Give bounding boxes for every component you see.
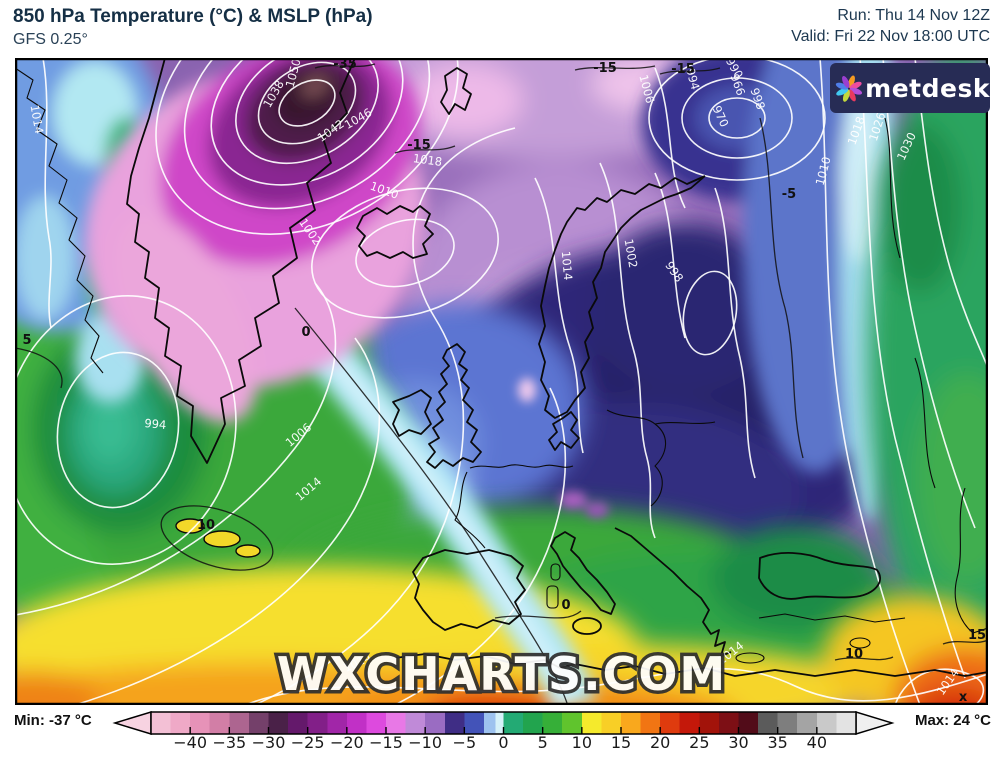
isobar-label: 994 — [683, 67, 702, 92]
temperature-label: 10 — [845, 647, 863, 662]
colorbar-tick-label: 10 — [571, 733, 593, 752]
page-title: 850 hPa Temperature (°C) & MSLP (hPa) — [13, 6, 373, 27]
temperature-labels: -15 -15 -15 -35 -5 0 5 10 0 10 15 x — [22, 58, 986, 705]
logo-petal — [848, 75, 855, 88]
map-border — [15, 58, 988, 705]
colorbar-tick-label: 15 — [610, 733, 632, 752]
weather-map: 1050 1038 1046 1042 1018 1010 1002 994 1006 1014 1… — [15, 58, 990, 705]
logo-petal — [842, 75, 850, 88]
colorbar-tick-label: 40 — [806, 733, 828, 752]
model-subtitle: GFS 0.25° — [13, 31, 88, 48]
temperature-label: 0 — [561, 598, 570, 613]
colorbar-tick-label: 35 — [767, 733, 788, 752]
logo-petal — [848, 89, 856, 102]
max-temp-marker: x — [959, 690, 968, 705]
logo-petal — [835, 82, 849, 90]
isobar-label: 1014 — [559, 250, 575, 280]
colorbar-left-arrow — [112, 710, 152, 736]
isobar-label: 1014 — [28, 104, 47, 135]
temperature-label: -5 — [782, 187, 796, 202]
colorbar-right-arrow — [855, 710, 895, 736]
temperature-label: -15 — [671, 62, 695, 77]
colorbar-min-label: Min: -37 °C — [14, 712, 92, 729]
temperature-label: -35 — [333, 58, 357, 72]
colorbar-tick-label: −15 — [369, 733, 403, 752]
temperature-label: 0 — [301, 325, 310, 340]
colorbar-tick-label: −35 — [212, 733, 247, 752]
temperature-label: 15 — [968, 628, 986, 643]
logo-petal — [849, 87, 863, 95]
temperature-label: 10 — [197, 518, 215, 533]
metdesk-wordmark: metdesk — [865, 73, 990, 103]
watermark: WXCHARTS.COM — [277, 647, 727, 701]
azores-islands — [175, 518, 261, 558]
metdesk-pinwheel-icon — [835, 75, 863, 102]
temperature-contours — [15, 63, 988, 704]
logo-petal — [849, 81, 862, 90]
logo-petal — [836, 88, 849, 96]
colorbar-tick-label: 5 — [537, 733, 548, 752]
logo-petal — [842, 89, 850, 102]
temperature-field — [15, 58, 988, 705]
isobar-lines — [15, 58, 988, 705]
colorbar — [112, 710, 895, 736]
colorbar-tick-label: 0 — [498, 733, 509, 752]
colorbar-tick-label: −10 — [408, 733, 443, 752]
colorbar-tick-label: −5 — [452, 733, 477, 752]
temperature-label: -15 — [593, 61, 617, 76]
metdesk-logo: metdesk — [830, 63, 990, 113]
temperature-label: -15 — [407, 138, 431, 153]
colorbar-tick-label: −30 — [251, 733, 286, 752]
colorbar-ticks — [189, 727, 818, 734]
run-info: Run: Thu 14 Nov 12Z — [837, 7, 990, 24]
temperature-label: 5 — [22, 333, 31, 348]
colorbar-tick-label: 20 — [649, 733, 671, 752]
colorbar-tick-label: 30 — [728, 733, 749, 752]
colorbar-tick-label: −20 — [329, 733, 364, 752]
coastlines — [15, 58, 988, 677]
colorbar-tick-label: 25 — [689, 733, 710, 752]
isobar-label: 1018 — [412, 151, 443, 169]
colorbar-tick-label: −40 — [173, 733, 208, 752]
isobar-label: 994 — [144, 416, 167, 432]
colorbar-tick-label: −25 — [290, 733, 325, 752]
valid-info: Valid: Fri 22 Nov 18:00 UTC — [791, 28, 990, 45]
colorbar-max-label: Max: 24 °C — [914, 712, 991, 729]
isobar-label: 1002 — [622, 238, 641, 269]
